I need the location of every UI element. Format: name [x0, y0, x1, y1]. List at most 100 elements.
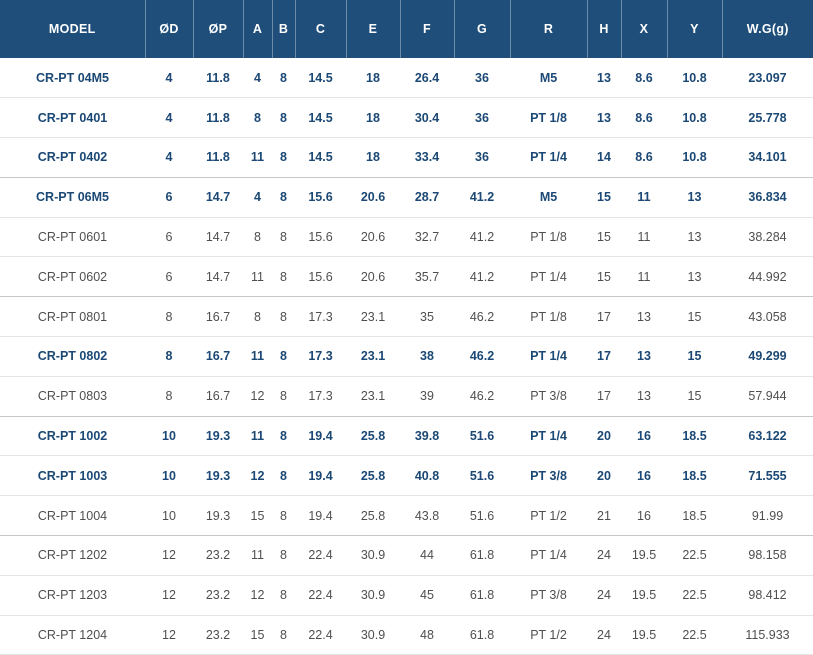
value-cell-wg: 34.101	[722, 137, 813, 178]
value-cell-e: 30.9	[346, 574, 400, 616]
value-cell-x: 19.5	[621, 535, 667, 576]
value-cell-c: 19.4	[295, 415, 346, 456]
value-cell-g: 36	[454, 58, 510, 98]
value-cell-b: 8	[272, 495, 295, 536]
value-cell-e: 23.1	[346, 336, 400, 377]
value-cell-op: 14.7	[193, 176, 243, 218]
value-cell-h: 24	[587, 535, 621, 576]
column-header-y: Y	[667, 0, 723, 58]
value-cell-e: 18	[346, 97, 400, 138]
value-cell-op: 19.3	[193, 495, 243, 536]
value-cell-od: 8	[145, 375, 193, 417]
value-cell-c: 22.4	[295, 574, 346, 616]
value-cell-y: 10.8	[667, 58, 722, 98]
value-cell-b: 8	[272, 137, 295, 178]
model-cell: CR-PT 1203	[0, 574, 145, 616]
value-cell-h: 17	[587, 296, 621, 337]
model-cell: CR-PT 0601	[0, 216, 145, 257]
value-cell-y: 13	[667, 216, 722, 257]
table-row: CR-PT 0602 6 14.7 11 8 15.6 20.6 35.7 41.2 PT 1/4…	[0, 256, 813, 297]
value-cell-f: 38	[400, 336, 454, 377]
column-header-x: X	[621, 0, 668, 58]
value-cell-c: 15.6	[295, 256, 346, 297]
value-cell-x: 8.6	[621, 58, 667, 98]
value-cell-op: 23.2	[193, 614, 243, 655]
value-cell-op: 19.3	[193, 415, 243, 456]
model-cell: CR-PT 0803	[0, 375, 145, 417]
table-row: CR-PT 06M5 6 14.7 4 8 15.6 20.6 28.7 41.2 M5 15 11 1…	[0, 176, 813, 218]
value-cell-g: 46.2	[454, 296, 510, 337]
table-row: CR-PT 0401 4 11.8 8 8 14.5 18 30.4 36 PT 1/8 13 8.6…	[0, 97, 813, 138]
model-cell: CR-PT 04M5	[0, 58, 145, 98]
value-cell-od: 8	[145, 336, 193, 377]
value-cell-f: 35.7	[400, 256, 454, 297]
value-cell-od: 12	[145, 574, 193, 616]
value-cell-e: 20.6	[346, 256, 400, 297]
value-cell-h: 17	[587, 336, 621, 377]
value-cell-r: PT 1/4	[510, 256, 587, 297]
value-cell-a: 12	[243, 574, 272, 616]
value-cell-r: PT 3/8	[510, 375, 587, 417]
value-cell-wg: 44.992	[722, 256, 813, 297]
value-cell-op: 23.2	[193, 535, 243, 576]
model-cell: CR-PT 06M5	[0, 176, 145, 218]
model-cell: CR-PT 0401	[0, 97, 145, 138]
table-row: CR-PT 0402 4 11.8 11 8 14.5 18 33.4 36 PT 1/4 14 8.…	[0, 137, 813, 178]
value-cell-x: 16	[621, 455, 667, 496]
value-cell-wg: 98.412	[722, 574, 813, 616]
value-cell-f: 32.7	[400, 216, 454, 257]
value-cell-f: 48	[400, 614, 454, 655]
value-cell-r: PT 1/4	[510, 415, 587, 456]
table-row: CR-PT 04M5 4 11.8 4 8 14.5 18 26.4 36 M5 13 8.6 10.8…	[0, 58, 813, 98]
value-cell-g: 51.6	[454, 415, 510, 456]
value-cell-r: PT 1/4	[510, 336, 587, 377]
value-cell-wg: 23.097	[722, 58, 813, 98]
value-cell-b: 8	[272, 216, 295, 257]
table-header: MODEL ØD ØP A B C E F G R H X Y W.G(g)	[0, 0, 813, 58]
value-cell-g: 41.2	[454, 216, 510, 257]
value-cell-b: 8	[272, 535, 295, 576]
value-cell-c: 15.6	[295, 176, 346, 218]
value-cell-e: 25.8	[346, 455, 400, 496]
column-header-g: G	[454, 0, 511, 58]
value-cell-r: PT 3/8	[510, 455, 587, 496]
value-cell-y: 13	[667, 176, 722, 218]
value-cell-b: 8	[272, 97, 295, 138]
value-cell-h: 24	[587, 614, 621, 655]
value-cell-y: 18.5	[667, 415, 722, 456]
value-cell-od: 10	[145, 415, 193, 456]
model-cell: CR-PT 1204	[0, 614, 145, 655]
value-cell-x: 8.6	[621, 137, 667, 178]
value-cell-c: 19.4	[295, 495, 346, 536]
column-header-op: ØP	[193, 0, 244, 58]
value-cell-b: 8	[272, 256, 295, 297]
value-cell-y: 18.5	[667, 495, 722, 536]
value-cell-x: 16	[621, 495, 667, 536]
model-cell: CR-PT 1202	[0, 535, 145, 576]
table-row: CR-PT 1204 12 23.2 15 8 22.4 30.9 48 61.8 PT 1/2 2…	[0, 614, 813, 655]
value-cell-g: 51.6	[454, 495, 510, 536]
table-row: CR-PT 1203 12 23.2 12 8 22.4 30.9 45 61.8 PT 3/8 2…	[0, 574, 813, 616]
value-cell-c: 17.3	[295, 336, 346, 377]
value-cell-op: 14.7	[193, 256, 243, 297]
value-cell-wg: 98.158	[722, 535, 813, 576]
value-cell-a: 8	[243, 216, 272, 257]
value-cell-od: 6	[145, 256, 193, 297]
value-cell-r: M5	[510, 58, 587, 98]
value-cell-od: 6	[145, 176, 193, 218]
value-cell-g: 41.2	[454, 256, 510, 297]
value-cell-y: 15	[667, 375, 722, 417]
value-cell-g: 61.8	[454, 535, 510, 576]
value-cell-wg: 25.778	[722, 97, 813, 138]
model-cell: CR-PT 1004	[0, 495, 145, 536]
value-cell-a: 15	[243, 614, 272, 655]
value-cell-e: 20.6	[346, 216, 400, 257]
value-cell-e: 30.9	[346, 535, 400, 576]
value-cell-a: 15	[243, 495, 272, 536]
value-cell-y: 15	[667, 336, 722, 377]
column-header-r: R	[510, 0, 588, 58]
table-row: CR-PT 1002 10 19.3 11 8 19.4 25.8 39.8 51.6 PT 1/…	[0, 415, 813, 456]
value-cell-h: 13	[587, 58, 621, 98]
value-cell-c: 14.5	[295, 97, 346, 138]
value-cell-e: 23.1	[346, 375, 400, 417]
